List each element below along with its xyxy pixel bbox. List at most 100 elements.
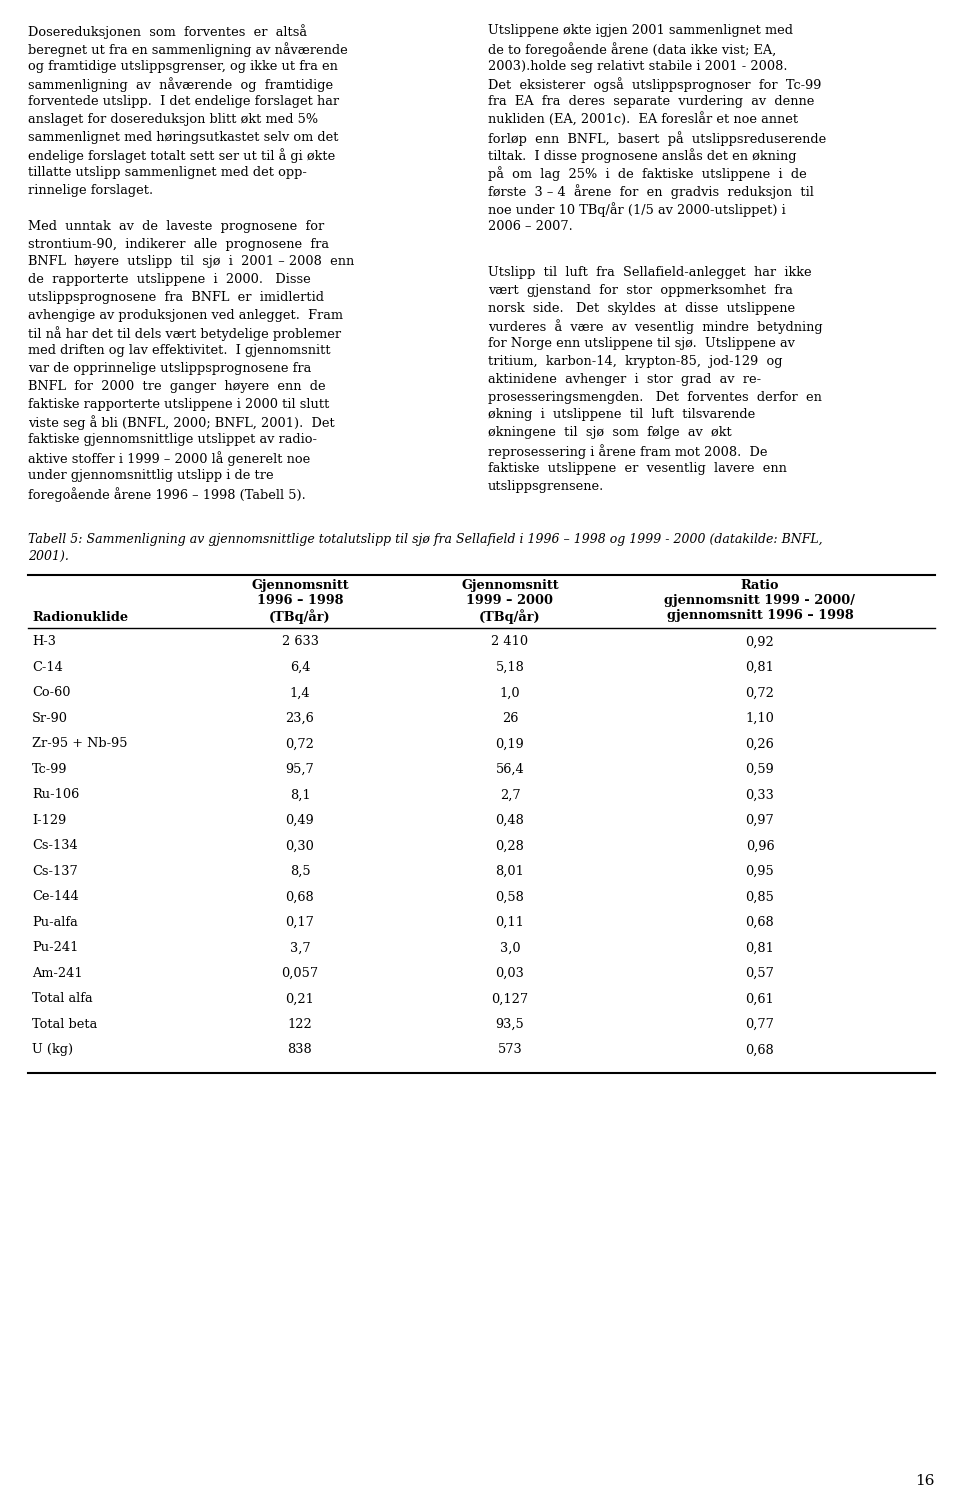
Text: 0,11: 0,11 [495,916,524,930]
Text: 0,81: 0,81 [746,942,775,954]
Text: 0,30: 0,30 [285,839,315,853]
Text: Utslippene økte igjen 2001 sammenlignet med: Utslippene økte igjen 2001 sammenlignet … [488,24,793,38]
Text: 1,0: 1,0 [500,687,520,699]
Text: Cs-134: Cs-134 [32,839,78,853]
Text: Ce-144: Ce-144 [32,890,79,904]
Text: 0,59: 0,59 [746,764,775,776]
Text: Cs-137: Cs-137 [32,865,78,878]
Text: 26: 26 [502,712,518,724]
Text: gjennomsnitt 1996 – 1998: gjennomsnitt 1996 – 1998 [666,610,853,622]
Text: 3,7: 3,7 [290,942,310,954]
Text: fra  EA  fra  deres  separate  vurdering  av  denne: fra EA fra deres separate vurdering av d… [488,95,814,109]
Text: sammenligning  av  nåværende  og  framtidige: sammenligning av nåværende og framtidige [28,77,333,92]
Text: 8,1: 8,1 [290,788,310,801]
Text: strontium-90,  indikerer  alle  prognosene  fra: strontium-90, indikerer alle prognosene … [28,237,329,250]
Text: 1996 – 1998: 1996 – 1998 [256,595,344,607]
Text: Tabell 5: Sammenligning av gjennomsnittlige totalutslipp til sjø fra Sellafield : Tabell 5: Sammenligning av gjennomsnittl… [28,533,823,546]
Text: 0,61: 0,61 [746,993,775,1005]
Text: endelige forslaget totalt sett ser ut til å gi økte: endelige forslaget totalt sett ser ut ti… [28,148,335,163]
Text: noe under 10 TBq/år (1/5 av 2000-utslippet) i: noe under 10 TBq/år (1/5 av 2000-utslipp… [488,202,785,217]
Text: økningene  til  sjø  som  følge  av  økt: økningene til sjø som følge av økt [488,426,732,439]
Text: 2003).holde seg relativt stabile i 2001 - 2008.: 2003).holde seg relativt stabile i 2001 … [488,59,787,72]
Text: Ru-106: Ru-106 [32,788,80,801]
Text: 6,4: 6,4 [290,661,310,675]
Text: Med  unntak  av  de  laveste  prognosene  for: Med unntak av de laveste prognosene for [28,220,324,232]
Text: 5,18: 5,18 [495,661,524,675]
Text: 573: 573 [497,1043,522,1056]
Text: Gjennomsnitt: Gjennomsnitt [252,579,348,593]
Text: økning  i  utslippene  til  luft  tilsvarende: økning i utslippene til luft tilsvarende [488,409,756,421]
Text: 0,72: 0,72 [285,738,315,750]
Text: 2 410: 2 410 [492,635,529,649]
Text: aktinidene  avhenger  i  stor  grad  av  re-: aktinidene avhenger i stor grad av re- [488,373,761,386]
Text: 56,4: 56,4 [495,764,524,776]
Text: 0,21: 0,21 [285,993,315,1005]
Text: nukliden (EA, 2001c).  EA foreslår et noe annet: nukliden (EA, 2001c). EA foreslår et noe… [488,113,798,127]
Text: faktiske rapporterte utslippene i 2000 til slutt: faktiske rapporterte utslippene i 2000 t… [28,398,329,410]
Text: 16: 16 [916,1474,935,1488]
Text: Ratio: Ratio [741,579,780,593]
Text: 0,19: 0,19 [495,738,524,750]
Text: Dosereduksjonen  som  forventes  er  altså: Dosereduksjonen som forventes er altså [28,24,307,39]
Text: 0,49: 0,49 [286,813,314,827]
Text: 23,6: 23,6 [286,712,314,724]
Text: 0,97: 0,97 [746,813,775,827]
Text: 838: 838 [288,1043,312,1056]
Text: 0,26: 0,26 [746,738,775,750]
Text: aktive stoffer i 1999 – 2000 lå generelt noe: aktive stoffer i 1999 – 2000 lå generelt… [28,451,310,466]
Text: de  rapporterte  utslippene  i  2000.   Disse: de rapporterte utslippene i 2000. Disse [28,273,311,287]
Text: 0,81: 0,81 [746,661,775,675]
Text: (TBq/år): (TBq/år) [479,610,540,625]
Text: Det  eksisterer  også  utslippsprognoser  for  Tc-99: Det eksisterer også utslippsprognoser fo… [488,77,822,92]
Text: 0,68: 0,68 [286,890,314,904]
Text: Sr-90: Sr-90 [32,712,68,724]
Text: 0,057: 0,057 [281,967,319,979]
Text: 93,5: 93,5 [495,1017,524,1031]
Text: viste seg å bli (BNFL, 2000; BNFL, 2001).  Det: viste seg å bli (BNFL, 2000; BNFL, 2001)… [28,415,335,430]
Text: prosesseringsmengden.   Det  forventes  derfor  en: prosesseringsmengden. Det forventes derf… [488,391,822,404]
Text: vurderes  å  være  av  vesentlig  mindre  betydning: vurderes å være av vesentlig mindre bety… [488,320,823,335]
Text: (TBq/år): (TBq/år) [269,610,331,625]
Text: utslippsgrensene.: utslippsgrensene. [488,480,604,492]
Text: 0,92: 0,92 [746,635,775,649]
Text: 0,57: 0,57 [746,967,775,979]
Text: første  3 – 4  årene  for  en  gradvis  reduksjon  til: første 3 – 4 årene for en gradvis reduks… [488,184,814,199]
Text: 0,77: 0,77 [746,1017,775,1031]
Text: Am-241: Am-241 [32,967,83,979]
Text: 0,96: 0,96 [746,839,775,853]
Text: 8,5: 8,5 [290,865,310,878]
Text: vært  gjenstand  for  stor  oppmerksomhet  fra: vært gjenstand for stor oppmerksomhet fr… [488,284,793,297]
Text: på  om  lag  25%  i  de  faktiske  utslippene  i  de: på om lag 25% i de faktiske utslippene i… [488,166,806,181]
Text: 2001).: 2001). [28,549,69,563]
Text: faktiske gjennomsnittlige utslippet av radio-: faktiske gjennomsnittlige utslippet av r… [28,433,317,447]
Text: 95,7: 95,7 [286,764,314,776]
Text: rinnelige forslaget.: rinnelige forslaget. [28,184,154,198]
Text: 0,72: 0,72 [746,687,775,699]
Text: 0,68: 0,68 [746,916,775,930]
Text: BNFL  for  2000  tre  ganger  høyere  enn  de: BNFL for 2000 tre ganger høyere enn de [28,380,325,392]
Text: 2,7: 2,7 [500,788,520,801]
Text: 1,10: 1,10 [746,712,775,724]
Text: 0,28: 0,28 [495,839,524,853]
Text: tillatte utslipp sammenlignet med det opp-: tillatte utslipp sammenlignet med det op… [28,166,307,180]
Text: C-14: C-14 [32,661,62,675]
Text: Gjennomsnitt: Gjennomsnitt [461,579,559,593]
Text: og framtidige utslippsgrenser, og ikke ut fra en: og framtidige utslippsgrenser, og ikke u… [28,59,338,72]
Text: 0,03: 0,03 [495,967,524,979]
Text: Zr-95 + Nb-95: Zr-95 + Nb-95 [32,738,128,750]
Text: avhengige av produksjonen ved anlegget.  Fram: avhengige av produksjonen ved anlegget. … [28,309,343,321]
Text: 1,4: 1,4 [290,687,310,699]
Text: forløp  enn  BNFL,  basert  på  utslippsreduserende: forløp enn BNFL, basert på utslippsredus… [488,131,827,146]
Text: I-129: I-129 [32,813,66,827]
Text: Total alfa: Total alfa [32,993,92,1005]
Text: Total beta: Total beta [32,1017,97,1031]
Text: tiltak.  I disse prognosene anslås det en økning: tiltak. I disse prognosene anslås det en… [488,148,797,163]
Text: Pu-alfa: Pu-alfa [32,916,78,930]
Text: Utslipp  til  luft  fra  Sellafield-anlegget  har  ikke: Utslipp til luft fra Sellafield-anlegget… [488,266,811,279]
Text: Tc-99: Tc-99 [32,764,67,776]
Text: forventede utslipp.  I det endelige forslaget har: forventede utslipp. I det endelige forsl… [28,95,339,109]
Text: BNFL  høyere  utslipp  til  sjø  i  2001 – 2008  enn: BNFL høyere utslipp til sjø i 2001 – 200… [28,255,354,269]
Text: 2006 – 2007.: 2006 – 2007. [488,220,573,232]
Text: for Norge enn utslippene til sjø.  Utslippene av: for Norge enn utslippene til sjø. Utslip… [488,338,795,350]
Text: 0,85: 0,85 [746,890,775,904]
